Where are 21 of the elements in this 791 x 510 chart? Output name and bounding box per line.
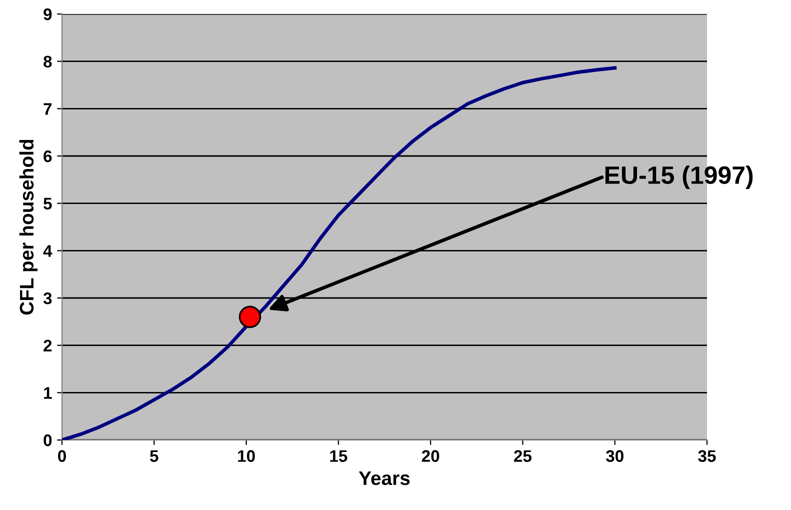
x-tick-label: 30 — [606, 450, 624, 462]
y-tick-label: 7 — [44, 103, 52, 115]
y-tick-label: 2 — [44, 340, 52, 352]
x-tick-label: 20 — [422, 450, 440, 462]
y-tick-label: 9 — [44, 8, 52, 20]
y-tick-label: 4 — [43, 245, 52, 257]
x-tick-label: 0 — [58, 450, 66, 462]
y-tick-label: 8 — [44, 56, 52, 68]
x-tick-label: 25 — [514, 450, 532, 462]
annotation: EU-15 (1997) — [605, 166, 753, 189]
y-tick-label: 0 — [44, 434, 52, 446]
y-tick-label: 6 — [44, 150, 52, 162]
y-axis-title: CFL per household — [19, 140, 38, 315]
y-tick-label: 1 — [44, 387, 52, 399]
x-tick-label: 15 — [330, 450, 348, 462]
x-tick-label: 10 — [238, 450, 255, 462]
x-tick-label: 35 — [698, 450, 716, 462]
x-tick-label: 5 — [150, 450, 158, 462]
y-tick-label: 5 — [44, 198, 52, 210]
y-tick-label: 3 — [43, 292, 52, 304]
x-axis-title: Years — [358, 472, 410, 486]
